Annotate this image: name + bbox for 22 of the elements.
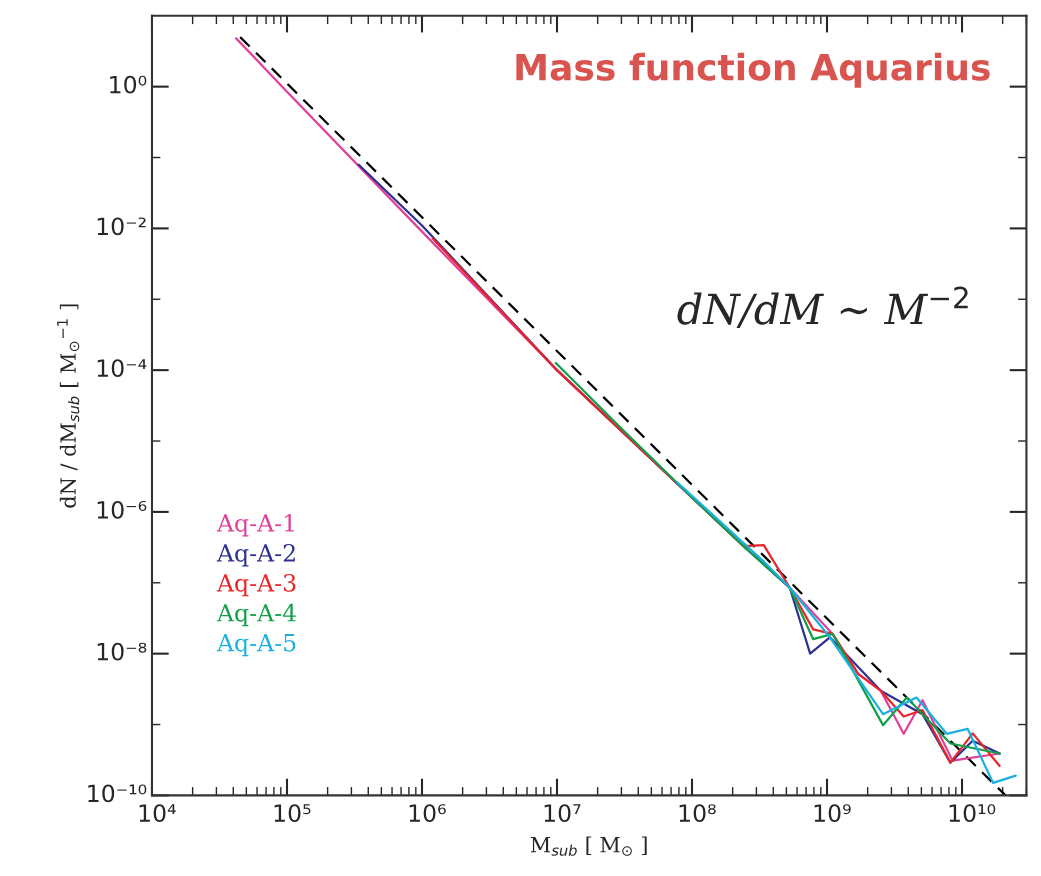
y-tick-label: 10⁻⁶ xyxy=(97,500,147,519)
y-tick-label: 10⁻¹⁰ xyxy=(88,784,147,803)
text: Mass function Aquarius xyxy=(516,52,990,88)
x-tick-label: 10⁸ xyxy=(679,804,716,823)
y-tick-label: 10⁰ xyxy=(110,75,147,94)
x-tick-label: 10⁵ xyxy=(274,804,311,823)
text: Aq-A-3 xyxy=(216,573,296,597)
x-tick-label: 10⁶ xyxy=(409,804,446,823)
x-tick-label: 10¹⁰ xyxy=(949,804,996,823)
x-tick-label: 10⁴ xyxy=(139,804,176,823)
x-tick-label: 10⁹ xyxy=(814,804,851,823)
x-tick-label: 10⁷ xyxy=(544,804,581,823)
text: Aq-A-5 xyxy=(216,634,296,657)
x-axis-title: M$_{sub}$ [ M$_{⊙}$ ] xyxy=(530,836,647,856)
y-axis-title: dN / dM$_{sub}$ [ M$_{⊙}$$^{−1}$ ] xyxy=(57,304,80,508)
text: Aq-A-2 xyxy=(216,543,295,567)
text: Aq-A-1 xyxy=(216,514,294,537)
text: Aq-A-4 xyxy=(216,603,296,627)
y-tick-label: 10⁻² xyxy=(97,217,146,236)
y-tick-label: 10⁻⁸ xyxy=(97,642,147,661)
annotation: dN/dM ∼ M$^{−2}$ xyxy=(677,286,968,328)
y-tick-label: 10⁻⁴ xyxy=(97,359,147,377)
